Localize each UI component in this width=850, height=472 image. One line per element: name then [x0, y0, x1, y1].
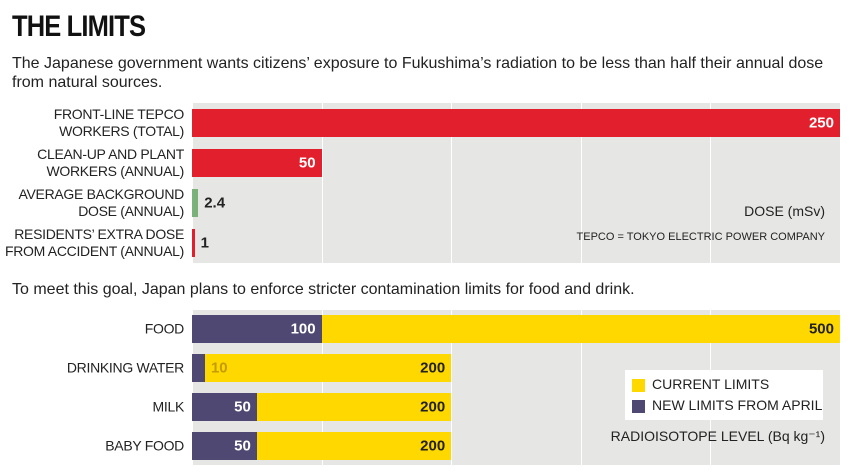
value-label: 1	[200, 234, 209, 252]
legend	[625, 370, 823, 420]
legend-swatch	[632, 400, 645, 413]
category-label: FOOD	[144, 320, 185, 337]
subtitle: The Japanese government wants citizens’ …	[12, 55, 824, 91]
legend-label: NEW LIMITS FROM APRIL	[652, 397, 823, 413]
legend-label: CURRENT LIMITS	[652, 376, 770, 392]
value-label: 50	[234, 437, 251, 455]
value-label: 100	[290, 320, 316, 338]
value-label: 2.4	[204, 194, 226, 212]
bar	[192, 189, 199, 217]
category-label: DRINKING WATER	[66, 359, 184, 376]
grid-line	[840, 103, 841, 263]
bar	[192, 109, 840, 137]
category-label: BABY FOOD	[105, 437, 184, 454]
grid-line	[710, 103, 712, 263]
grid-line	[192, 310, 193, 465]
value-label: 200	[420, 398, 446, 416]
bar	[192, 354, 205, 383]
value-label: 500	[808, 320, 834, 338]
bar	[192, 315, 322, 344]
annotation: TEPCO = TOKYO ELECTRIC POWER COMPANY	[576, 231, 825, 243]
bar	[192, 392, 257, 421]
value-label: 200	[420, 437, 446, 455]
value-label: 50	[298, 154, 316, 172]
axis-label: DOSE (mSv)	[744, 203, 825, 219]
grid-line	[192, 103, 193, 263]
grid-line	[840, 310, 841, 465]
grid-line	[451, 310, 453, 465]
grid-line	[580, 103, 582, 263]
value-label: 250	[808, 114, 834, 132]
bar	[192, 229, 195, 257]
bar	[192, 149, 322, 177]
category-label: MILK	[152, 398, 185, 415]
value-label: 50	[234, 398, 251, 416]
grid-line	[580, 310, 582, 465]
category-label: RESIDENTS’ EXTRA DOSE FROM ACCIDENT (ANN…	[4, 226, 184, 259]
bar	[192, 354, 452, 383]
value-label: 200	[420, 359, 446, 377]
value-label: 10	[210, 359, 228, 377]
bar	[192, 431, 257, 460]
category-label: CLEAN-UP AND PLANT WORKERS (ANNUAL)	[37, 146, 184, 179]
legend-swatch	[632, 379, 645, 392]
grid-line	[321, 310, 323, 465]
axis-label: RADIOISOTOPE LEVEL (Bq kg⁻¹)	[610, 428, 825, 444]
category-label: FRONT-LINE TEPCO WORKERS (TOTAL)	[53, 106, 185, 139]
grid-line	[321, 103, 323, 263]
chart-subtitle: To meet this goal, Japan plans to enforc…	[12, 281, 635, 298]
category-label: AVERAGE BACKGROUND DOSE (ANNUAL)	[18, 186, 185, 219]
title: THE LIMITS	[12, 10, 146, 43]
grid-line	[451, 103, 453, 263]
